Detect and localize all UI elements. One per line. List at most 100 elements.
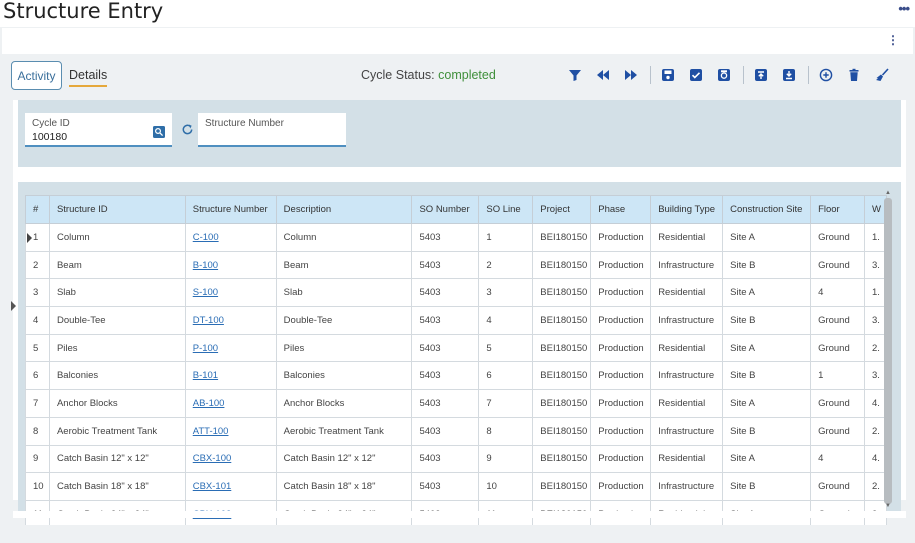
table-cell: BEI180150 (532, 416, 592, 446)
cycle-status-label: Cycle Status: (361, 68, 435, 82)
structure-number-link[interactable]: B-101 (184, 361, 277, 391)
table-cell: Anchor Blocks (48, 389, 186, 418)
table-cell: 2 (478, 250, 534, 280)
last-page-icon[interactable] (620, 64, 642, 86)
table-cell: 1 (810, 361, 865, 391)
table-row[interactable]: 5 Piles P-100 Piles 5403 5 BEI180150 Production… (25, 333, 887, 363)
tab-details[interactable]: Details (69, 68, 108, 87)
column-header[interactable]: Phase (590, 195, 652, 224)
structure-number-link[interactable]: DT-100 (184, 306, 277, 335)
table-row[interactable]: 1 Column C-100 Column 5403 1 BEI180150 Producti… (25, 223, 887, 252)
table-cell: BEI180150 (532, 361, 592, 391)
table-cell: Production (590, 250, 652, 280)
table-cell: 6 (25, 361, 50, 391)
structure-number-label: Structure Number (205, 118, 284, 129)
table-cell: Catch Basin 12" x 12" (275, 444, 413, 474)
table-cell: 5403 (411, 250, 480, 280)
column-header[interactable]: Description (275, 195, 413, 224)
table-cell: Production (590, 389, 652, 418)
table-cell: Site A (722, 278, 812, 308)
delete-icon[interactable] (843, 64, 865, 86)
structure-number-field[interactable]: Structure Number (198, 113, 346, 147)
title-bar: Structure Entry ••• (0, 0, 915, 27)
vertical-scrollbar[interactable]: ▲ ▼ (882, 190, 894, 510)
scroll-up-icon[interactable]: ▲ (885, 190, 891, 196)
table-cell: 5403 (411, 444, 480, 474)
more-options-icon[interactable]: ••• (898, 1, 910, 16)
table-row[interactable]: 2 Beam B-100 Beam 5403 2 BEI180150 Production In… (25, 250, 887, 280)
save-icon[interactable] (657, 64, 679, 86)
cycle-id-value: 100180 (32, 131, 68, 143)
table-cell: 5 (25, 333, 50, 363)
column-header[interactable]: Project (532, 195, 592, 224)
add-icon[interactable] (815, 64, 837, 86)
column-header[interactable]: Building Type (650, 195, 724, 224)
download-icon[interactable] (778, 64, 800, 86)
table-cell: Infrastructure (650, 361, 724, 391)
table-row[interactable]: 8 Aerobic Treatment Tank ATT-100 Aerobic Tr… (25, 416, 887, 446)
toolbar-divider (650, 66, 651, 84)
table-cell: Slab (275, 278, 413, 308)
scrollbar-thumb[interactable] (884, 198, 892, 504)
table-row[interactable]: 9 Catch Basin 12" x 12" CBX-100 Catch Basin… (25, 444, 887, 474)
main-panel: Cycle ID 100180 Structure Number (13, 100, 906, 525)
table-cell: Production (590, 361, 652, 391)
structure-number-link[interactable]: C-100 (184, 223, 277, 252)
table-cell: 1 (25, 223, 50, 252)
table-cell: Residential (650, 223, 724, 252)
save-settings-icon[interactable] (713, 64, 735, 86)
table-cell: Residential (650, 333, 724, 363)
sub-bar: ⋮ (2, 28, 913, 54)
structure-number-link[interactable]: P-100 (184, 333, 277, 363)
table-row[interactable]: 4 Double-Tee DT-100 Double-Tee 5403 4 BEI18015… (25, 306, 887, 335)
scroll-down-icon[interactable]: ▼ (885, 503, 891, 509)
structure-number-link[interactable]: CBX-101 (184, 472, 277, 501)
table-cell: Production (590, 223, 652, 252)
column-header[interactable]: Structure Number (184, 195, 277, 224)
structure-number-link[interactable]: CBX-100 (184, 444, 277, 474)
tab-activity[interactable]: Activity (11, 61, 62, 90)
first-page-icon[interactable] (592, 64, 614, 86)
table-cell: Site B (722, 306, 812, 335)
column-header[interactable]: # (25, 195, 50, 224)
table-row[interactable]: 6 Balconies B-101 Balconies 5403 6 BEI180150 Pr… (25, 361, 887, 391)
table-cell: 5 (478, 333, 534, 363)
filter-icon[interactable] (564, 64, 586, 86)
table-cell: Infrastructure (650, 250, 724, 280)
table-cell: Production (590, 444, 652, 474)
upload-icon[interactable] (750, 64, 772, 86)
column-header[interactable]: SO Line (478, 195, 534, 224)
table-row[interactable]: 7 Anchor Blocks AB-100 Anchor Blocks 5403 7 BE… (25, 389, 887, 418)
table-cell: BEI180150 (532, 250, 592, 280)
structure-number-link[interactable]: B-100 (184, 250, 277, 280)
clear-icon[interactable] (871, 64, 893, 86)
table-cell: 4 (25, 306, 50, 335)
cycle-id-field[interactable]: Cycle ID 100180 (25, 113, 172, 147)
table-cell: 3 (478, 278, 534, 308)
table-row[interactable]: 10 Catch Basin 18" x 18" CBX-101 Catch Basi… (25, 472, 887, 501)
structure-number-link[interactable]: S-100 (184, 278, 277, 308)
table-cell: BEI180150 (532, 444, 592, 474)
table-cell: 5403 (411, 416, 480, 446)
search-icon[interactable] (153, 126, 165, 138)
table-cell: 5403 (411, 306, 480, 335)
current-row-indicator-icon (27, 233, 32, 243)
column-header[interactable]: Construction Site (722, 195, 812, 224)
table-cell: Infrastructure (650, 306, 724, 335)
table-cell: 4 (810, 444, 865, 474)
structure-number-link[interactable]: AB-100 (184, 389, 277, 418)
table-cell: Ground (810, 416, 865, 446)
structures-table: # Structure ID Structure Number Description… (25, 195, 887, 525)
table-cell: Anchor Blocks (275, 389, 413, 418)
refresh-icon[interactable] (181, 123, 194, 136)
table-cell: Catch Basin 18" x 18" (275, 472, 413, 501)
save-check-icon[interactable] (685, 64, 707, 86)
column-header[interactable]: SO Number (411, 195, 480, 224)
column-header[interactable]: Floor (810, 195, 865, 224)
kebab-menu-icon[interactable]: ⋮ (887, 33, 899, 47)
structure-number-link[interactable]: ATT-100 (184, 416, 277, 446)
table-cell: Catch Basin 12" x 12" (48, 444, 186, 474)
column-header[interactable]: Structure ID (48, 195, 186, 224)
expand-panel-icon[interactable] (11, 301, 16, 311)
table-row[interactable]: 3 Slab S-100 Slab 5403 3 BEI180150 Production Re… (25, 278, 887, 308)
